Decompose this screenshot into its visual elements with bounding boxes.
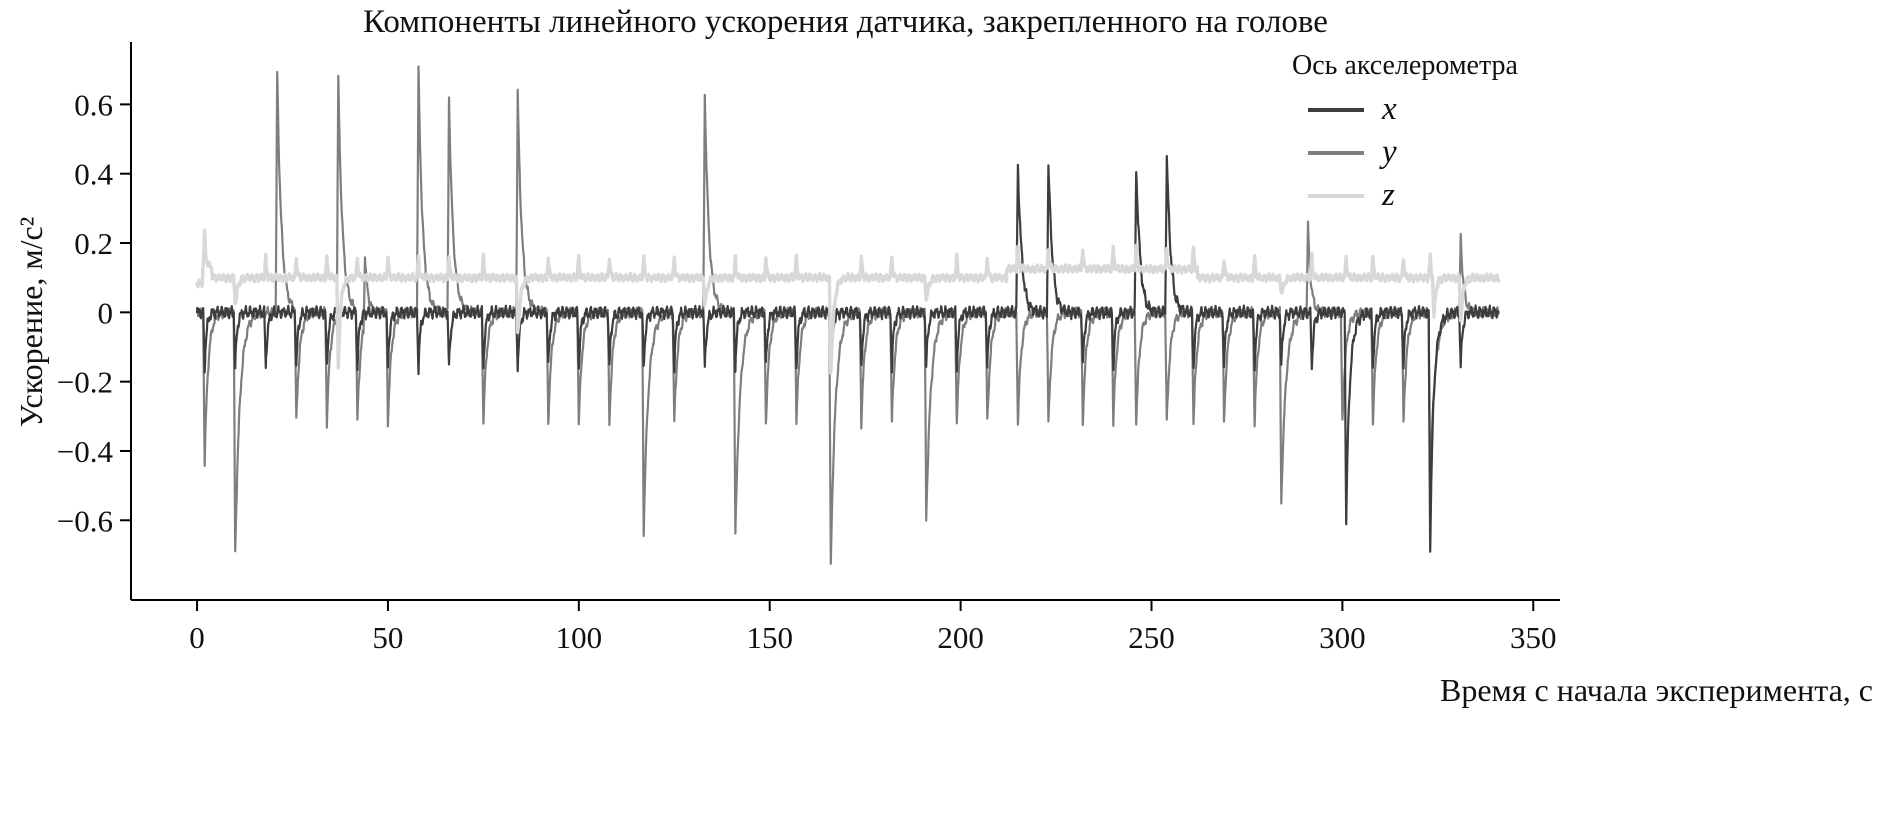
chart-title: Компоненты линейного ускорения датчика, … bbox=[363, 4, 1328, 40]
svg-text:0.6: 0.6 bbox=[74, 87, 113, 122]
svg-text:300: 300 bbox=[1319, 620, 1366, 655]
svg-text:0: 0 bbox=[189, 620, 205, 655]
svg-text:−0.4: −0.4 bbox=[57, 434, 114, 469]
legend-item-x: x bbox=[1292, 88, 1552, 131]
svg-text:100: 100 bbox=[556, 620, 603, 655]
legend: Ось акселерометра x y z bbox=[1292, 50, 1552, 217]
legend-label-y: y bbox=[1382, 134, 1397, 170]
legend-item-z: z bbox=[1292, 174, 1552, 217]
svg-text:0.2: 0.2 bbox=[74, 226, 113, 261]
legend-line-y-icon bbox=[1308, 150, 1364, 155]
legend-item-y: y bbox=[1292, 131, 1552, 174]
svg-text:−0.6: −0.6 bbox=[57, 503, 113, 538]
legend-line-x-icon bbox=[1308, 107, 1364, 112]
svg-text:150: 150 bbox=[746, 620, 793, 655]
legend-line-z-icon bbox=[1308, 193, 1364, 198]
x-axis-label: Время с начала эксперимента, с bbox=[1439, 672, 1873, 708]
svg-text:250: 250 bbox=[1128, 620, 1175, 655]
svg-text:0.4: 0.4 bbox=[74, 157, 113, 192]
legend-label-z: z bbox=[1382, 177, 1395, 213]
legend-title: Ось акселерометра bbox=[1292, 50, 1518, 81]
svg-text:200: 200 bbox=[937, 620, 984, 655]
svg-text:350: 350 bbox=[1510, 620, 1557, 655]
svg-text:0: 0 bbox=[98, 295, 114, 330]
legend-label-x: x bbox=[1382, 91, 1397, 127]
svg-text:−0.2: −0.2 bbox=[57, 365, 113, 400]
svg-text:50: 50 bbox=[372, 620, 403, 655]
